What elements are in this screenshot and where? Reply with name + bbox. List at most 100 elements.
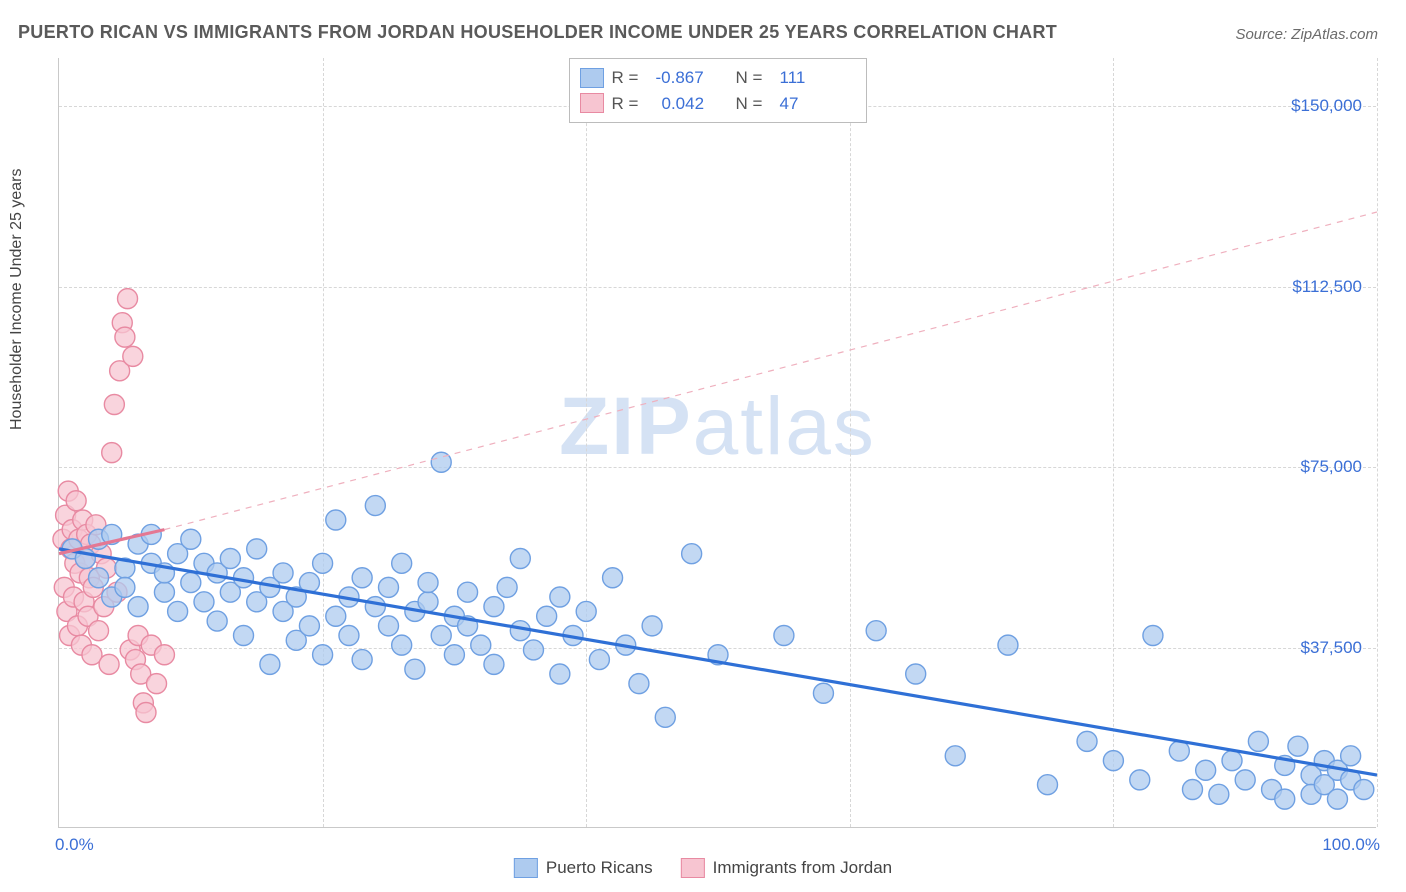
series-legend: Puerto Ricans Immigrants from Jordan [514, 858, 892, 878]
scatter-point [234, 626, 254, 646]
scatter-point [497, 577, 517, 597]
scatter-point [1354, 780, 1374, 800]
trend-line-extrapolated [164, 212, 1377, 530]
scatter-point [154, 582, 174, 602]
chart-plot-area: ZIPatlas $37,500$75,000$112,500$150,000 … [58, 58, 1376, 828]
scatter-point [998, 635, 1018, 655]
scatter-point [510, 549, 530, 569]
scatter-point [1222, 751, 1242, 771]
scatter-point [906, 664, 926, 684]
scatter-point [247, 539, 267, 559]
scatter-point [1288, 736, 1308, 756]
scatter-point [471, 635, 491, 655]
y-axis-label: Householder Income Under 25 years [8, 169, 26, 430]
scatter-point [89, 568, 109, 588]
scatter-point [89, 621, 109, 641]
scatter-point [392, 635, 412, 655]
scatter-point [99, 654, 119, 674]
scatter-point [194, 592, 214, 612]
scatter-point [207, 611, 227, 631]
scatter-point [260, 654, 280, 674]
scatter-point [123, 346, 143, 366]
scatter-point [326, 606, 346, 626]
scatter-point [603, 568, 623, 588]
scatter-point [1169, 741, 1189, 761]
legend-label: Puerto Ricans [546, 858, 653, 878]
scatter-plot-svg [59, 58, 1376, 827]
scatter-point [537, 606, 557, 626]
x-tick-min: 0.0% [55, 835, 94, 855]
scatter-point [220, 549, 240, 569]
scatter-point [1130, 770, 1150, 790]
scatter-point [682, 544, 702, 564]
legend-swatch [681, 858, 705, 878]
scatter-point [589, 650, 609, 670]
scatter-point [418, 573, 438, 593]
scatter-point [866, 621, 886, 641]
scatter-point [550, 664, 570, 684]
scatter-point [484, 654, 504, 674]
scatter-point [326, 510, 346, 530]
scatter-point [405, 659, 425, 679]
scatter-point [379, 577, 399, 597]
scatter-point [1209, 784, 1229, 804]
scatter-point [774, 626, 794, 646]
gridline-v [1377, 58, 1378, 827]
scatter-point [115, 327, 135, 347]
scatter-point [392, 553, 412, 573]
scatter-point [313, 645, 333, 665]
legend-item: Immigrants from Jordan [681, 858, 893, 878]
scatter-point [1235, 770, 1255, 790]
scatter-point [418, 592, 438, 612]
scatter-point [66, 491, 86, 511]
scatter-point [168, 601, 188, 621]
scatter-point [484, 597, 504, 617]
scatter-point [181, 573, 201, 593]
scatter-point [1327, 789, 1347, 809]
x-tick-max: 100.0% [1322, 835, 1380, 855]
scatter-point [102, 443, 122, 463]
scatter-point [642, 616, 662, 636]
scatter-point [945, 746, 965, 766]
source-attribution: Source: ZipAtlas.com [1235, 26, 1378, 43]
scatter-point [365, 597, 385, 617]
scatter-point [118, 289, 138, 309]
chart-title: PUERTO RICAN VS IMMIGRANTS FROM JORDAN H… [18, 22, 1057, 43]
scatter-point [115, 577, 135, 597]
scatter-point [154, 645, 174, 665]
scatter-point [431, 626, 451, 646]
scatter-point [444, 645, 464, 665]
scatter-point [181, 529, 201, 549]
scatter-point [1103, 751, 1123, 771]
scatter-point [128, 597, 148, 617]
scatter-point [1077, 731, 1097, 751]
scatter-point [1196, 760, 1216, 780]
scatter-point [313, 553, 333, 573]
scatter-point [550, 587, 570, 607]
scatter-point [365, 496, 385, 516]
scatter-point [1182, 780, 1202, 800]
scatter-point [352, 650, 372, 670]
scatter-point [629, 674, 649, 694]
scatter-point [1341, 746, 1361, 766]
scatter-point [147, 674, 167, 694]
legend-swatch [514, 858, 538, 878]
scatter-point [104, 395, 124, 415]
scatter-point [136, 703, 156, 723]
scatter-point [379, 616, 399, 636]
trend-line [59, 549, 1377, 775]
scatter-point [458, 582, 478, 602]
scatter-point [813, 683, 833, 703]
legend-item: Puerto Ricans [514, 858, 653, 878]
scatter-point [1038, 775, 1058, 795]
scatter-point [655, 707, 675, 727]
scatter-point [1143, 626, 1163, 646]
scatter-point [523, 640, 543, 660]
scatter-point [273, 563, 293, 583]
scatter-point [352, 568, 372, 588]
scatter-point [299, 616, 319, 636]
legend-label: Immigrants from Jordan [713, 858, 893, 878]
scatter-point [576, 601, 596, 621]
scatter-point [1275, 789, 1295, 809]
scatter-point [1248, 731, 1268, 751]
